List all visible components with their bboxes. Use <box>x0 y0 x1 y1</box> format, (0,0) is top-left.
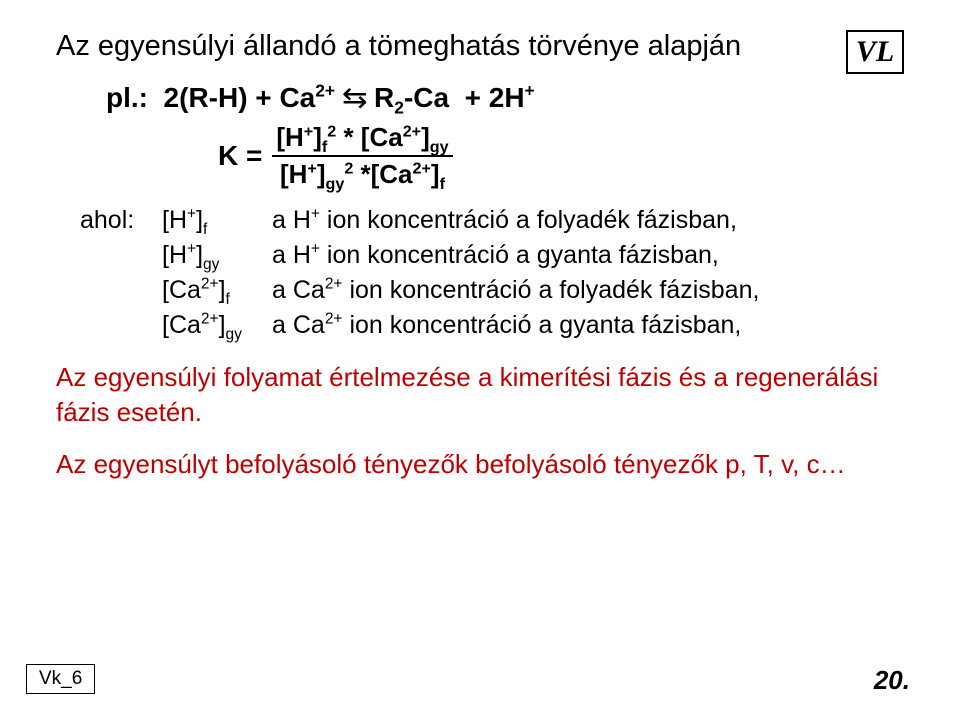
K-label: K = <box>218 140 262 172</box>
slide-title: Az egyensúlyi állandó a tömeghatás törvé… <box>56 30 904 63</box>
page-number: 20. <box>874 665 910 696</box>
def-label-empty <box>80 276 162 305</box>
numerator: [H+]f2 * [Ca2+]gy <box>272 122 452 153</box>
paragraph-1: Az egyensúlyi folyamat értelmezése a kim… <box>56 360 904 430</box>
def-txt: a H+ ion koncentráció a folyadék fázisba… <box>272 206 904 235</box>
footer-code: Vk_6 <box>26 664 95 694</box>
def-sym: [Ca2+]f <box>162 276 272 305</box>
def-sym: [Ca2+]gy <box>162 311 272 340</box>
fraction: [H+]f2 * [Ca2+]gy [H+]gy2 *[Ca2+]f <box>272 122 452 190</box>
slide: Az egyensúlyi állandó a tömeghatás törvé… <box>0 0 960 720</box>
corner-badge: VL <box>846 30 904 74</box>
def-label-empty <box>80 311 162 340</box>
def-row: [H+]gy a H+ ion koncentráció a gyanta fá… <box>80 241 904 270</box>
def-label-empty <box>80 241 162 270</box>
def-row: [Ca2+]gy a Ca2+ ion koncentráció a gyant… <box>80 311 904 340</box>
def-txt: a Ca2+ ion koncentráció a folyadék fázis… <box>272 276 904 305</box>
definitions-block: ahol: [H+]f a H+ ion koncentráció a foly… <box>80 206 904 340</box>
reaction-equation: pl.: 2(R-H) + Ca2+ ⇆ R2-Ca + 2H+ <box>106 81 904 114</box>
def-txt: a Ca2+ ion koncentráció a gyanta fázisba… <box>272 311 904 340</box>
def-row: ahol: [H+]f a H+ ion koncentráció a foly… <box>80 206 904 235</box>
denominator: [H+]gy2 *[Ca2+]f <box>276 159 449 190</box>
def-sym: [H+]gy <box>162 241 272 270</box>
def-label: ahol: <box>80 206 162 235</box>
fraction-bar <box>272 155 452 157</box>
def-txt: a H+ ion koncentráció a gyanta fázisban, <box>272 241 904 270</box>
equilibrium-constant: K = [H+]f2 * [Ca2+]gy [H+]gy2 *[Ca2+]f <box>218 122 904 190</box>
def-row: [Ca2+]f a Ca2+ ion koncentráció a folyad… <box>80 276 904 305</box>
paragraph-2: Az egyensúlyt befolyásoló tényezők befol… <box>56 447 904 482</box>
def-sym: [H+]f <box>162 206 272 235</box>
